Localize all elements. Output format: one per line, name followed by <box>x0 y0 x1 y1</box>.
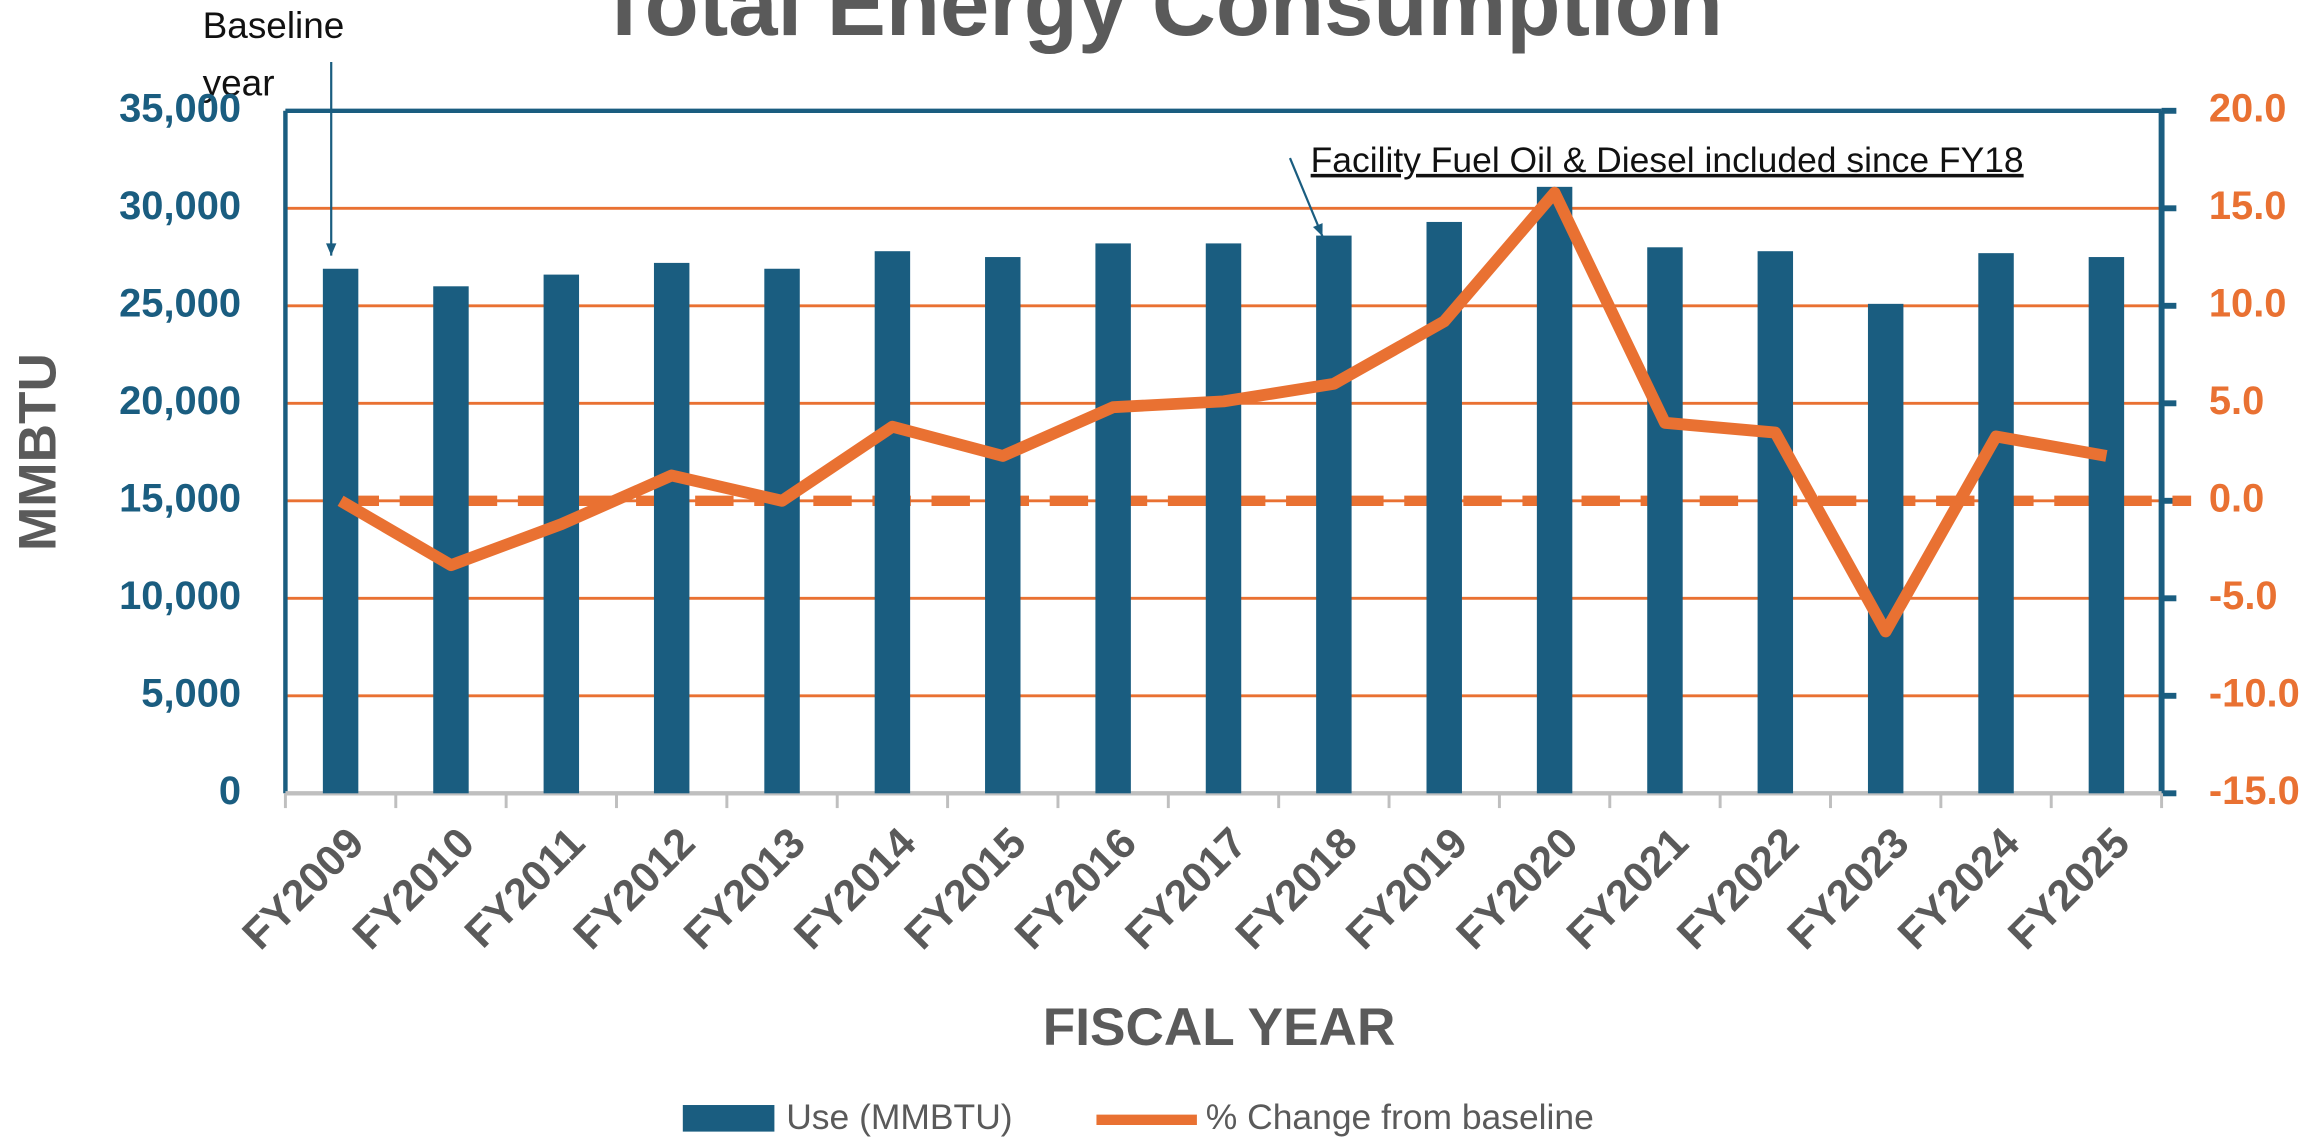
x-tick-label: FY2013 <box>675 819 815 959</box>
x-tick-label: FY2021 <box>1558 819 1698 959</box>
x-tick-label: FY2019 <box>1337 819 1477 959</box>
bar <box>1316 235 1352 794</box>
legend-label: Use (MMBTU) <box>786 1097 1012 1137</box>
y-tick-label: 0 <box>219 769 241 813</box>
y-tick-label: 10,000 <box>119 574 241 618</box>
bar <box>1757 251 1794 794</box>
bar <box>1095 243 1131 794</box>
bar <box>1205 243 1242 794</box>
x-tick-label: FY2011 <box>456 819 594 957</box>
y2-tick-label: 0.0 <box>2209 476 2264 520</box>
y2-tick-label: -10.0 <box>2209 671 2300 715</box>
annotation: Facility Fuel Oil & Diesel included sinc… <box>1311 140 2024 180</box>
x-tick-label: FY2015 <box>896 819 1036 959</box>
legend-swatch <box>682 1105 775 1132</box>
legend-label: % Change from baseline <box>1206 1097 1594 1137</box>
y-tick-label: 5,000 <box>141 671 241 715</box>
y-tick-label: 25,000 <box>119 281 241 325</box>
bar <box>1978 253 2014 794</box>
x-tick-label: FY2024 <box>1889 819 2029 959</box>
bar <box>1647 247 1683 794</box>
bar <box>764 268 800 794</box>
bar <box>322 268 359 794</box>
annotation-arrow <box>1288 157 1324 237</box>
line <box>337 186 2108 638</box>
bar <box>1867 303 1904 794</box>
x-tick-label: FY2025 <box>1999 819 2139 959</box>
arrow-head <box>1313 223 1323 237</box>
arrow-head <box>326 243 337 256</box>
chart-title: Total Energy Consumption <box>597 0 1723 54</box>
bar <box>985 257 1021 794</box>
bar <box>1536 186 1573 794</box>
y2-tick-label: 20.0 <box>2209 86 2287 130</box>
y2-tick-label: -15.0 <box>2209 769 2300 813</box>
x-tick-label: FY2014 <box>785 819 925 959</box>
bar <box>2088 257 2125 794</box>
y-tick-label: 20,000 <box>119 379 241 423</box>
y2-tick-label: 10.0 <box>2209 281 2287 325</box>
y-axis-title: MMBTU <box>9 353 68 551</box>
x-tick-label: FY2018 <box>1227 819 1367 959</box>
y-tick-label: 15,000 <box>119 476 241 520</box>
bar <box>874 251 911 794</box>
annotation: year <box>203 62 275 103</box>
x-tick-label: FY2023 <box>1778 819 1918 959</box>
x-tick-label: FY2020 <box>1447 819 1587 959</box>
y-tick-label: 30,000 <box>119 184 241 228</box>
x-tick-label: FY2022 <box>1668 819 1808 959</box>
x-tick-label: FY2009 <box>233 819 373 959</box>
x-tick-label: FY2010 <box>344 819 484 959</box>
y2-tick-label: 5.0 <box>2209 379 2264 423</box>
x-tick-label: FY2017 <box>1116 819 1256 959</box>
y-tick-label: 35,000 <box>119 86 241 130</box>
bar <box>433 286 469 794</box>
y2-tick-label: 15.0 <box>2209 184 2287 228</box>
bar <box>653 262 690 794</box>
annotation: Baseline <box>203 5 345 46</box>
x-axis-title: FISCAL YEAR <box>1043 998 1396 1057</box>
y2-tick-label: -5.0 <box>2209 574 2278 618</box>
x-tick-label: FY2016 <box>1006 819 1146 959</box>
x-tick-label: FY2012 <box>564 819 704 959</box>
